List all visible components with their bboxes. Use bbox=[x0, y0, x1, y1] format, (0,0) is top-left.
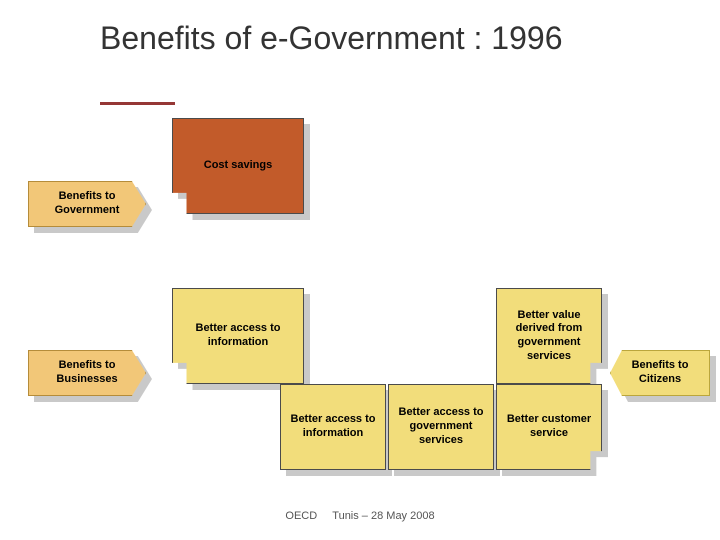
footer-right: Tunis – 28 May 2008 bbox=[332, 510, 434, 522]
label-benefits-citizens: Benefits to Citizens bbox=[610, 350, 710, 396]
box-better-value: Better value derived from government ser… bbox=[496, 288, 602, 384]
box-better-access-info-lower: Better access to information bbox=[280, 384, 386, 470]
label-benefits-businesses: Benefits to Businesses bbox=[28, 350, 146, 396]
box-cost-savings: Cost savings bbox=[172, 118, 304, 214]
footer: OECD Tunis – 28 May 2008 bbox=[0, 510, 720, 522]
footer-left: OECD bbox=[285, 510, 317, 522]
page-title: Benefits of e-Government : 1996 bbox=[100, 20, 562, 57]
title-underline bbox=[100, 102, 175, 105]
box-better-access-info-upper: Better access to information bbox=[172, 288, 304, 384]
box-better-customer-service: Better customer service bbox=[496, 384, 602, 470]
label-benefits-government: Benefits to Government bbox=[28, 181, 146, 227]
box-better-access-gov-services: Better access to government services bbox=[388, 384, 494, 470]
